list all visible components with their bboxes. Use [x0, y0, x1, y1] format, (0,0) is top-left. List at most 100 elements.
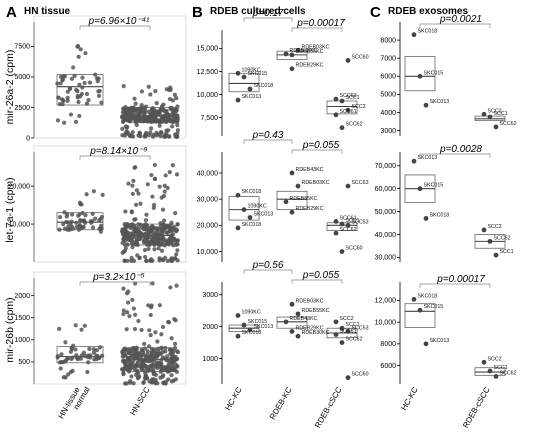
data-point [493, 374, 499, 379]
point-label: SCC60 [352, 54, 369, 60]
data-point [125, 359, 130, 364]
data-point [150, 194, 155, 199]
point-label: SCC1 [346, 95, 360, 101]
pvalue-bracket [291, 27, 343, 32]
data-point [80, 75, 85, 80]
data-point [339, 325, 345, 331]
data-point [74, 87, 79, 92]
data-point [134, 122, 139, 128]
y-tick-label: 1500 [14, 315, 30, 322]
data-point [152, 115, 157, 120]
panel-title-c: RDEB exosomes [388, 6, 468, 17]
data-point [124, 327, 129, 332]
panel-letter-c: C [370, 4, 381, 21]
panel-frame [33, 271, 187, 385]
y-tick-label: 1000 [14, 337, 30, 344]
point-label: SCC62 [340, 227, 357, 233]
data-point [71, 343, 76, 348]
data-point [76, 99, 81, 105]
data-point [122, 365, 128, 370]
data-point [423, 216, 429, 221]
data-point [130, 191, 135, 197]
data-point [131, 359, 136, 364]
data-point [289, 52, 295, 58]
data-point [164, 357, 169, 362]
data-point [164, 230, 169, 235]
data-point [87, 80, 93, 85]
xtick-c-rdebcscc: RDEB-cSCC [461, 385, 492, 429]
data-point [143, 218, 149, 223]
pvalue-label: p=0.56 [252, 260, 284, 271]
data-point [125, 310, 130, 315]
data-point [165, 258, 170, 263]
y-tick-label: 3000 [202, 292, 218, 299]
data-point [417, 307, 423, 313]
data-point [289, 170, 295, 176]
data-point [90, 225, 96, 230]
data-point [165, 240, 171, 246]
point-label: SCC1 [494, 365, 508, 371]
data-point [283, 319, 289, 325]
data-point [91, 350, 97, 355]
point-label: RDEB43KC [290, 316, 318, 322]
data-point [167, 366, 172, 371]
point-label: RDEB29KC [296, 63, 324, 69]
data-point [144, 375, 149, 381]
pvalue-bracket [419, 283, 491, 288]
data-point [122, 117, 127, 122]
data-point [78, 218, 83, 223]
data-point [493, 252, 499, 258]
data-point [333, 219, 339, 224]
data-point [174, 172, 180, 177]
data-point [339, 249, 345, 254]
data-point [126, 350, 132, 356]
data-point [157, 303, 162, 308]
y-tick-label: 20,000 [197, 223, 219, 230]
pvalue-label: p=0.0021 [439, 14, 482, 25]
data-point [174, 252, 179, 257]
data-point [159, 345, 164, 350]
data-point [123, 131, 128, 136]
data-point [175, 349, 180, 354]
data-point [133, 281, 138, 286]
data-point [142, 363, 148, 369]
pvalue-bracket [243, 269, 293, 274]
data-point [120, 126, 125, 131]
data-point [87, 346, 92, 351]
data-point [149, 257, 154, 262]
point-label: RDEB55KC [302, 308, 330, 314]
data-point [130, 297, 135, 302]
data-point [295, 311, 301, 317]
data-point [126, 355, 131, 360]
data-point [168, 85, 173, 90]
data-point [235, 97, 241, 103]
data-point [82, 80, 87, 86]
data-point [70, 212, 75, 217]
data-point [137, 364, 142, 369]
data-point [159, 368, 164, 373]
point-label: SCC60 [352, 372, 369, 378]
data-point [127, 314, 132, 319]
data-point [55, 354, 60, 359]
data-point [175, 123, 180, 128]
panel-letter-b: B [192, 4, 203, 21]
box-0 [56, 74, 104, 106]
y-tick-label: 5000 [380, 92, 396, 99]
data-point [55, 118, 61, 123]
row-label-mir26a2: mir-26a-2 (cpm) [4, 50, 16, 125]
point-label: SKC018 [242, 330, 262, 336]
data-point [148, 92, 153, 97]
point-label: SKC013 [430, 99, 450, 105]
chart-a3: 500 1000 1500 2000 p=3.2×10⁻⁵ [14, 271, 187, 386]
data-point [235, 225, 241, 231]
data-point [138, 201, 143, 206]
data-point [121, 308, 126, 313]
data-point [487, 114, 493, 120]
data-point [62, 120, 67, 125]
point-label: SCC62 [346, 122, 363, 128]
data-point [345, 375, 351, 381]
data-point [173, 318, 178, 323]
data-point [162, 255, 168, 260]
data-point [152, 162, 157, 168]
data-point [121, 286, 126, 291]
